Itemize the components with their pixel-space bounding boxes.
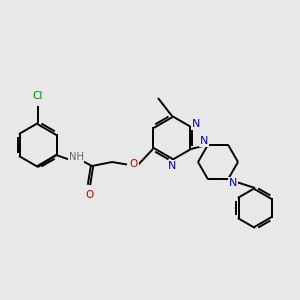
Text: O: O: [130, 159, 138, 169]
Text: N: N: [200, 136, 208, 146]
Text: N: N: [229, 178, 237, 188]
Text: Cl: Cl: [33, 91, 43, 101]
Text: N: N: [168, 161, 176, 171]
Text: NH: NH: [68, 152, 83, 162]
Text: N: N: [192, 119, 200, 129]
Text: O: O: [85, 190, 93, 200]
